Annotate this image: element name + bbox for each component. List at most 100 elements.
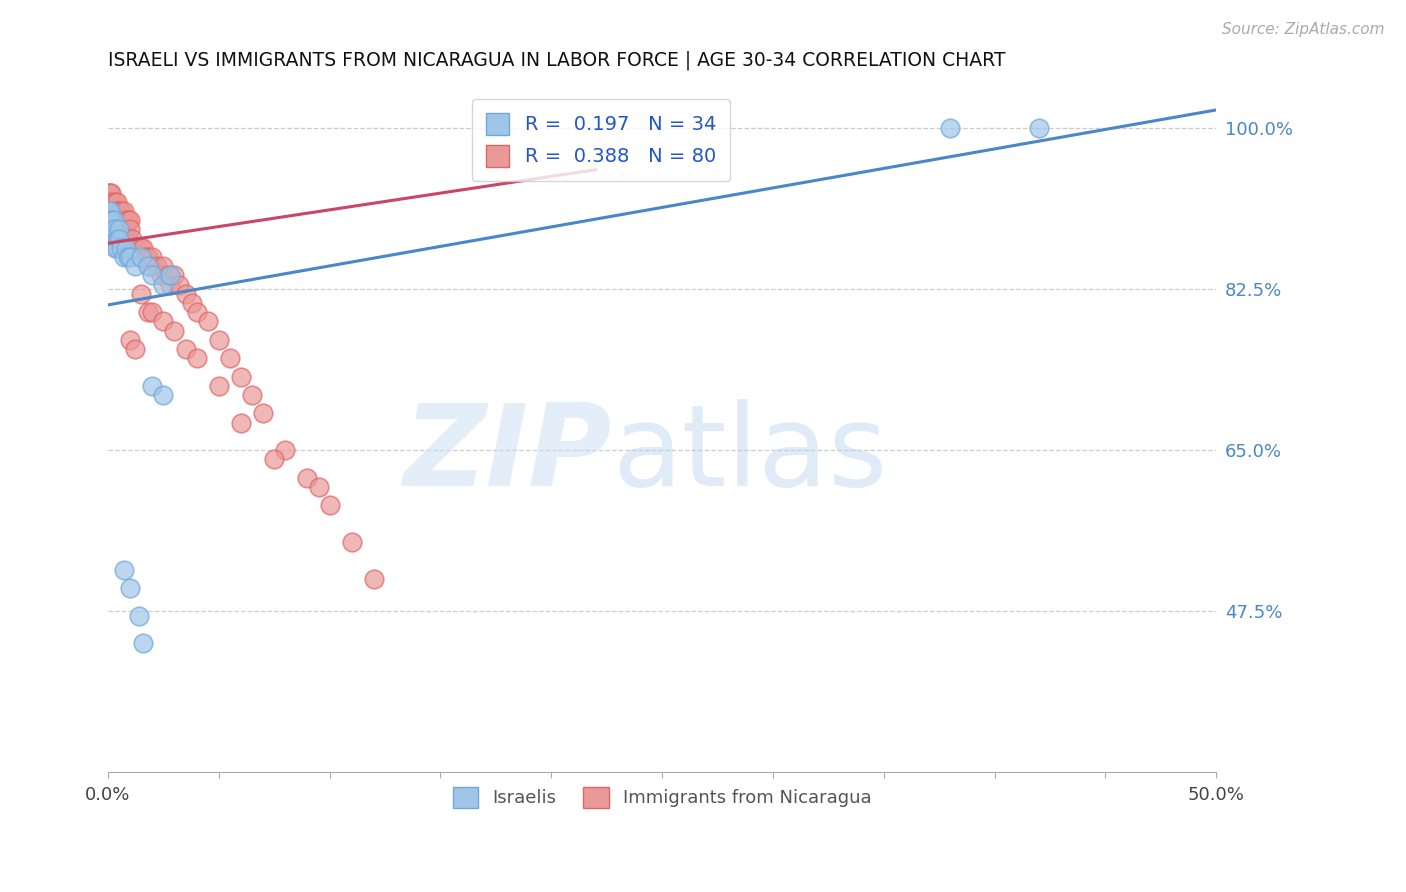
Point bbox=[117, 232, 139, 246]
Point bbox=[186, 305, 208, 319]
Point bbox=[139, 260, 162, 274]
Point bbox=[136, 250, 159, 264]
Point bbox=[141, 250, 163, 264]
Point bbox=[159, 277, 181, 292]
Point bbox=[98, 194, 121, 209]
Point bbox=[110, 241, 132, 255]
Point bbox=[100, 186, 122, 200]
Point bbox=[112, 563, 135, 577]
Point bbox=[229, 416, 252, 430]
Point bbox=[108, 213, 131, 227]
Point bbox=[98, 204, 121, 219]
Point bbox=[108, 222, 131, 236]
Point bbox=[208, 333, 231, 347]
Point bbox=[129, 286, 152, 301]
Point bbox=[167, 277, 190, 292]
Point bbox=[297, 471, 319, 485]
Point bbox=[98, 222, 121, 236]
Point bbox=[104, 213, 127, 227]
Point bbox=[163, 324, 186, 338]
Point bbox=[136, 305, 159, 319]
Point bbox=[240, 388, 263, 402]
Point bbox=[104, 204, 127, 219]
Point bbox=[112, 250, 135, 264]
Point bbox=[152, 260, 174, 274]
Point bbox=[120, 213, 142, 227]
Point bbox=[156, 268, 179, 283]
Point bbox=[120, 333, 142, 347]
Point bbox=[114, 213, 136, 227]
Point bbox=[141, 268, 163, 283]
Point bbox=[104, 194, 127, 209]
Text: Source: ZipAtlas.com: Source: ZipAtlas.com bbox=[1222, 22, 1385, 37]
Point bbox=[197, 314, 219, 328]
Point bbox=[141, 379, 163, 393]
Point bbox=[103, 204, 125, 219]
Point bbox=[229, 369, 252, 384]
Point bbox=[152, 314, 174, 328]
Point bbox=[114, 241, 136, 255]
Point bbox=[114, 222, 136, 236]
Point bbox=[112, 222, 135, 236]
Point bbox=[124, 260, 146, 274]
Point bbox=[263, 452, 285, 467]
Point bbox=[98, 222, 121, 236]
Point bbox=[101, 232, 124, 246]
Point bbox=[150, 268, 173, 283]
Point bbox=[117, 250, 139, 264]
Point bbox=[101, 204, 124, 219]
Point bbox=[363, 572, 385, 586]
Point bbox=[1028, 121, 1050, 136]
Point bbox=[141, 305, 163, 319]
Point bbox=[101, 222, 124, 236]
Point bbox=[219, 351, 242, 366]
Point bbox=[318, 499, 340, 513]
Point bbox=[135, 250, 157, 264]
Point bbox=[98, 194, 121, 209]
Point bbox=[174, 286, 197, 301]
Point bbox=[98, 213, 121, 227]
Point bbox=[121, 232, 143, 246]
Point bbox=[125, 241, 148, 255]
Point bbox=[104, 241, 127, 255]
Point bbox=[98, 204, 121, 219]
Point bbox=[120, 222, 142, 236]
Point bbox=[252, 406, 274, 420]
Point bbox=[105, 213, 128, 227]
Point bbox=[120, 581, 142, 595]
Point bbox=[98, 194, 121, 209]
Point bbox=[117, 213, 139, 227]
Point bbox=[104, 222, 127, 236]
Point bbox=[128, 250, 150, 264]
Point bbox=[129, 241, 152, 255]
Point bbox=[98, 232, 121, 246]
Point bbox=[132, 636, 155, 650]
Point bbox=[110, 204, 132, 219]
Point bbox=[274, 443, 297, 458]
Point bbox=[112, 204, 135, 219]
Point bbox=[129, 250, 152, 264]
Point bbox=[105, 241, 128, 255]
Text: atlas: atlas bbox=[612, 400, 887, 510]
Point bbox=[101, 222, 124, 236]
Point bbox=[124, 342, 146, 356]
Point bbox=[145, 260, 167, 274]
Point bbox=[110, 213, 132, 227]
Point bbox=[120, 250, 142, 264]
Point bbox=[128, 608, 150, 623]
Point bbox=[132, 241, 155, 255]
Point bbox=[100, 204, 122, 219]
Point bbox=[98, 213, 121, 227]
Point bbox=[181, 296, 204, 310]
Point bbox=[174, 342, 197, 356]
Point bbox=[105, 194, 128, 209]
Point bbox=[108, 232, 131, 246]
Point bbox=[97, 186, 120, 200]
Point bbox=[152, 277, 174, 292]
Point bbox=[98, 204, 121, 219]
Legend: Israelis, Immigrants from Nicaragua: Israelis, Immigrants from Nicaragua bbox=[446, 780, 879, 814]
Point bbox=[124, 241, 146, 255]
Point bbox=[108, 222, 131, 236]
Text: ISRAELI VS IMMIGRANTS FROM NICARAGUA IN LABOR FORCE | AGE 30-34 CORRELATION CHAR: ISRAELI VS IMMIGRANTS FROM NICARAGUA IN … bbox=[108, 51, 1005, 70]
Point bbox=[208, 379, 231, 393]
